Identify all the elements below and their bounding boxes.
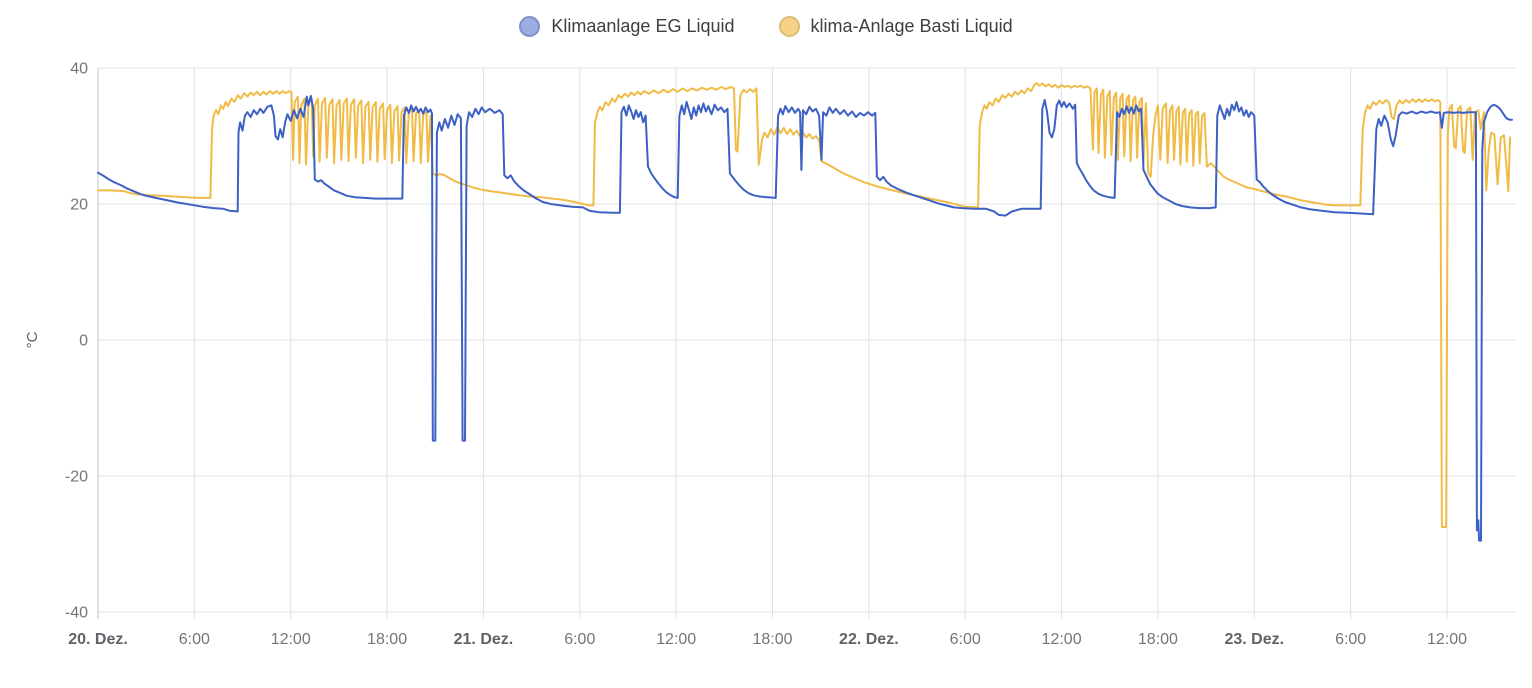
series-line-klima-anlage-basti-liquid xyxy=(97,82,1511,528)
legend-series-marker-icon xyxy=(778,16,800,37)
chart-legend: Klimaanlage EG Liquid klima-Anlage Basti … xyxy=(0,16,1532,37)
x-axis-time-label: 6:00 xyxy=(179,631,210,648)
x-axis-date-label: 20. Dez. xyxy=(68,631,128,648)
x-axis-date-label: 22. Dez. xyxy=(839,631,899,648)
legend-series-label: Klimaanlage EG Liquid xyxy=(551,16,735,36)
x-axis-time-label: 18:00 xyxy=(1138,631,1178,648)
legend-series-label: klima-Anlage Basti Liquid xyxy=(810,16,1013,36)
x-axis-time-label: 6:00 xyxy=(564,631,595,648)
x-axis-time-label: 12:00 xyxy=(1042,631,1082,648)
x-axis-time-label: 12:00 xyxy=(656,631,696,648)
x-axis-time-label: 18:00 xyxy=(367,631,407,648)
legend-item-klimaanlage-eg-liquid[interactable]: Klimaanlage EG Liquid xyxy=(519,16,735,37)
y-axis-tick-label: 0 xyxy=(79,333,88,350)
x-axis-time-label: 12:00 xyxy=(1427,631,1467,648)
x-axis-time-label: 12:00 xyxy=(271,631,311,648)
y-axis-tick-label: -20 xyxy=(65,469,88,486)
series-line-klimaanlage-eg-liquid xyxy=(97,94,1513,542)
legend-item-klima-anlage-basti-liquid[interactable]: klima-Anlage Basti Liquid xyxy=(778,16,1013,37)
y-axis-tick-label: 20 xyxy=(70,197,88,214)
x-axis-time-label: 6:00 xyxy=(1335,631,1366,648)
y-axis-tick-label: 40 xyxy=(70,61,88,78)
y-axis-unit-label: °C xyxy=(24,331,41,348)
x-axis-time-label: 6:00 xyxy=(950,631,981,648)
x-axis-date-label: 21. Dez. xyxy=(454,631,514,648)
x-axis-date-label: 23. Dez. xyxy=(1224,631,1284,648)
x-axis-time-label: 18:00 xyxy=(752,631,792,648)
legend-series-marker-icon xyxy=(519,16,541,37)
y-axis-tick-label: -40 xyxy=(65,605,88,622)
